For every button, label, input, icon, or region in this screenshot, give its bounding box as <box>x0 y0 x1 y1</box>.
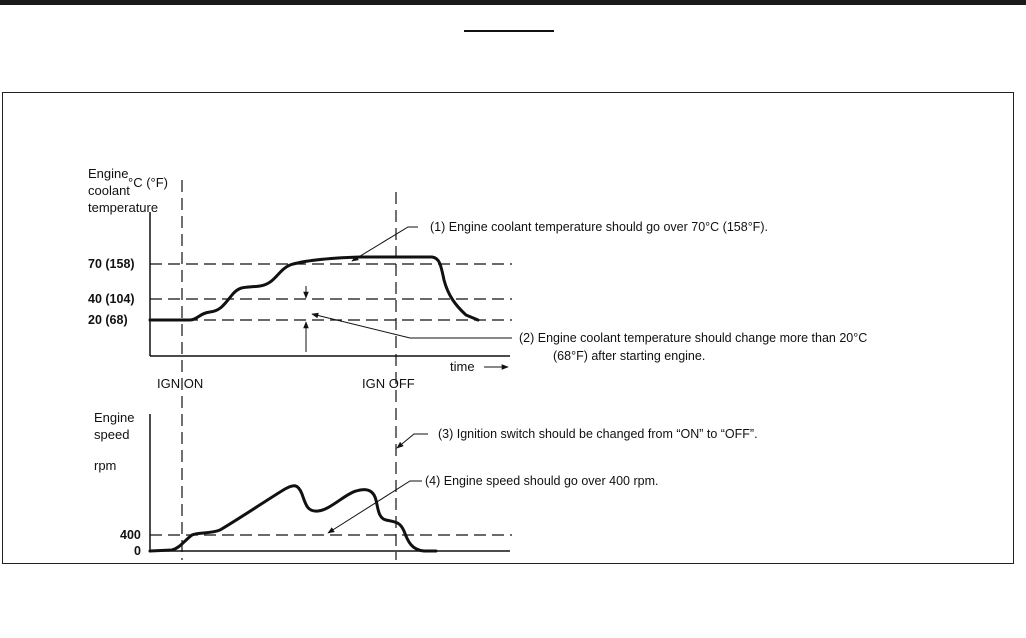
note-3: (3) Ignition switch should be changed fr… <box>438 427 758 441</box>
coolant-chart: Engine coolant temperature °C (°F) 70 (1… <box>88 166 512 374</box>
tick-40: 40 (104) <box>88 292 135 306</box>
ignition-markers: IGN ON IGN OFF <box>157 180 415 560</box>
leader-note-3 <box>396 433 428 449</box>
coolant-axis-label-3: temperature <box>88 200 158 215</box>
coolant-axis-label-1: Engine <box>88 166 128 181</box>
time-label: time <box>450 359 475 374</box>
engine-speed-curve <box>148 484 438 553</box>
tick-400: 400 <box>120 528 141 542</box>
tick-0: 0 <box>134 544 141 558</box>
coolant-temperature-curve <box>148 255 480 322</box>
note-1: (1) Engine coolant temperature should go… <box>430 220 768 234</box>
leader-note-2 <box>311 312 512 339</box>
engine-speed-chart: Engine speed rpm 400 0 <box>94 410 512 558</box>
title-underline <box>464 30 554 32</box>
note-4: (4) Engine speed should go over 400 rpm. <box>425 474 658 488</box>
leader-note-1 <box>351 226 418 262</box>
tick-20: 20 (68) <box>88 313 128 327</box>
speed-axis-label-2: speed <box>94 427 129 442</box>
annotations: (1) Engine coolant temperature should go… <box>425 220 867 488</box>
top-rule <box>0 0 1026 5</box>
ign-on-label: IGN ON <box>157 376 203 391</box>
coolant-axis-label-2: coolant <box>88 183 130 198</box>
speed-axis-label-1: Engine <box>94 410 134 425</box>
ign-off-label: IGN OFF <box>362 376 415 391</box>
coolant-unit-label: °C (°F) <box>128 175 168 190</box>
diagram-frame <box>2 92 1014 564</box>
tick-70: 70 (158) <box>88 257 135 271</box>
note-2-line-2: (68°F) after starting engine. <box>553 349 705 363</box>
leader-note-4 <box>327 480 422 534</box>
note-2-line-1: (2) Engine coolant temperature should ch… <box>519 331 867 345</box>
speed-unit-label: rpm <box>94 458 116 473</box>
